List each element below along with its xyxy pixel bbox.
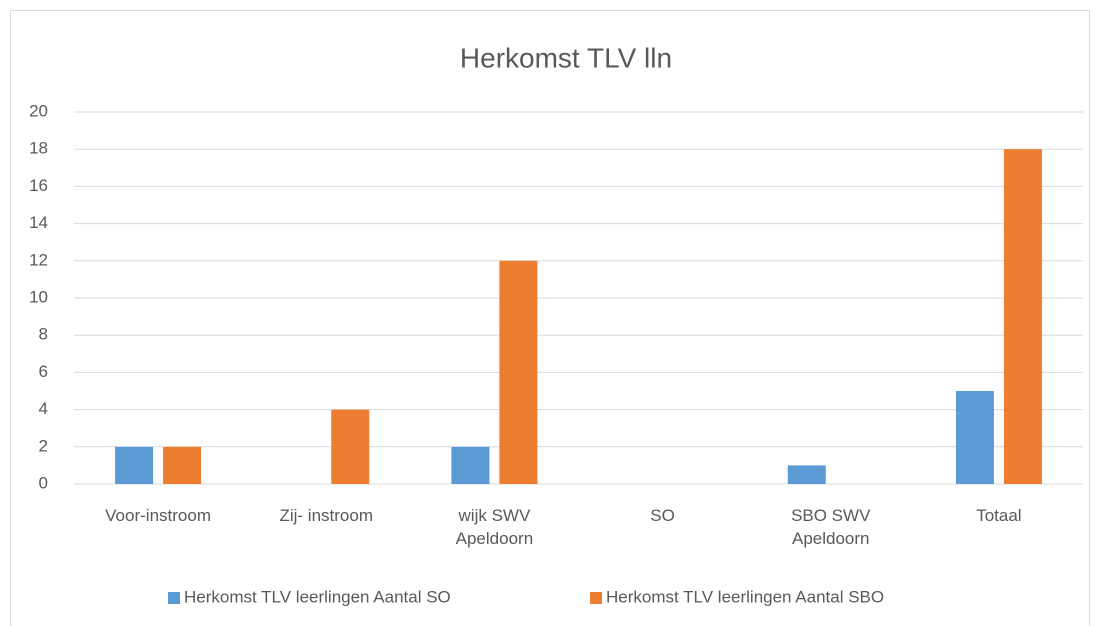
y-tick-label: 2 bbox=[39, 436, 48, 455]
y-tick-label: 0 bbox=[39, 473, 48, 492]
chart-title: Herkomst TLV lln bbox=[460, 42, 672, 73]
x-tick-label: Totaal bbox=[976, 506, 1022, 525]
bar bbox=[331, 409, 370, 484]
bar bbox=[499, 260, 538, 484]
y-tick-label: 16 bbox=[29, 176, 48, 195]
x-tick-label: wijk SWV Apeldoorn bbox=[455, 506, 534, 548]
x-tick-label: Voor-instroom bbox=[105, 506, 211, 525]
bar bbox=[1003, 149, 1042, 484]
bar bbox=[163, 446, 202, 484]
y-tick-label: 12 bbox=[29, 250, 48, 269]
y-tick-label: 14 bbox=[29, 213, 48, 232]
x-tick-label: SO bbox=[650, 506, 675, 525]
chart-border bbox=[10, 10, 1090, 626]
legend-swatch bbox=[168, 592, 180, 604]
bar bbox=[115, 446, 154, 484]
legend-label: Herkomst TLV leerlingen Aantal SO bbox=[184, 587, 451, 606]
x-tick-label: SBO SWV Apeldoorn bbox=[791, 506, 871, 548]
y-tick-label: 6 bbox=[39, 362, 48, 381]
x-tick-label: Zij- instroom bbox=[279, 506, 373, 525]
y-tick-label: 20 bbox=[29, 101, 48, 120]
y-tick-label: 10 bbox=[29, 287, 48, 306]
y-tick-label: 18 bbox=[29, 139, 48, 158]
y-tick-label: 8 bbox=[39, 325, 48, 344]
bar bbox=[955, 391, 994, 484]
legend-swatch bbox=[590, 592, 602, 604]
y-tick-label: 4 bbox=[39, 399, 48, 418]
bar bbox=[451, 446, 490, 484]
bar bbox=[787, 465, 826, 484]
legend-label: Herkomst TLV leerlingen Aantal SBO bbox=[606, 587, 884, 606]
